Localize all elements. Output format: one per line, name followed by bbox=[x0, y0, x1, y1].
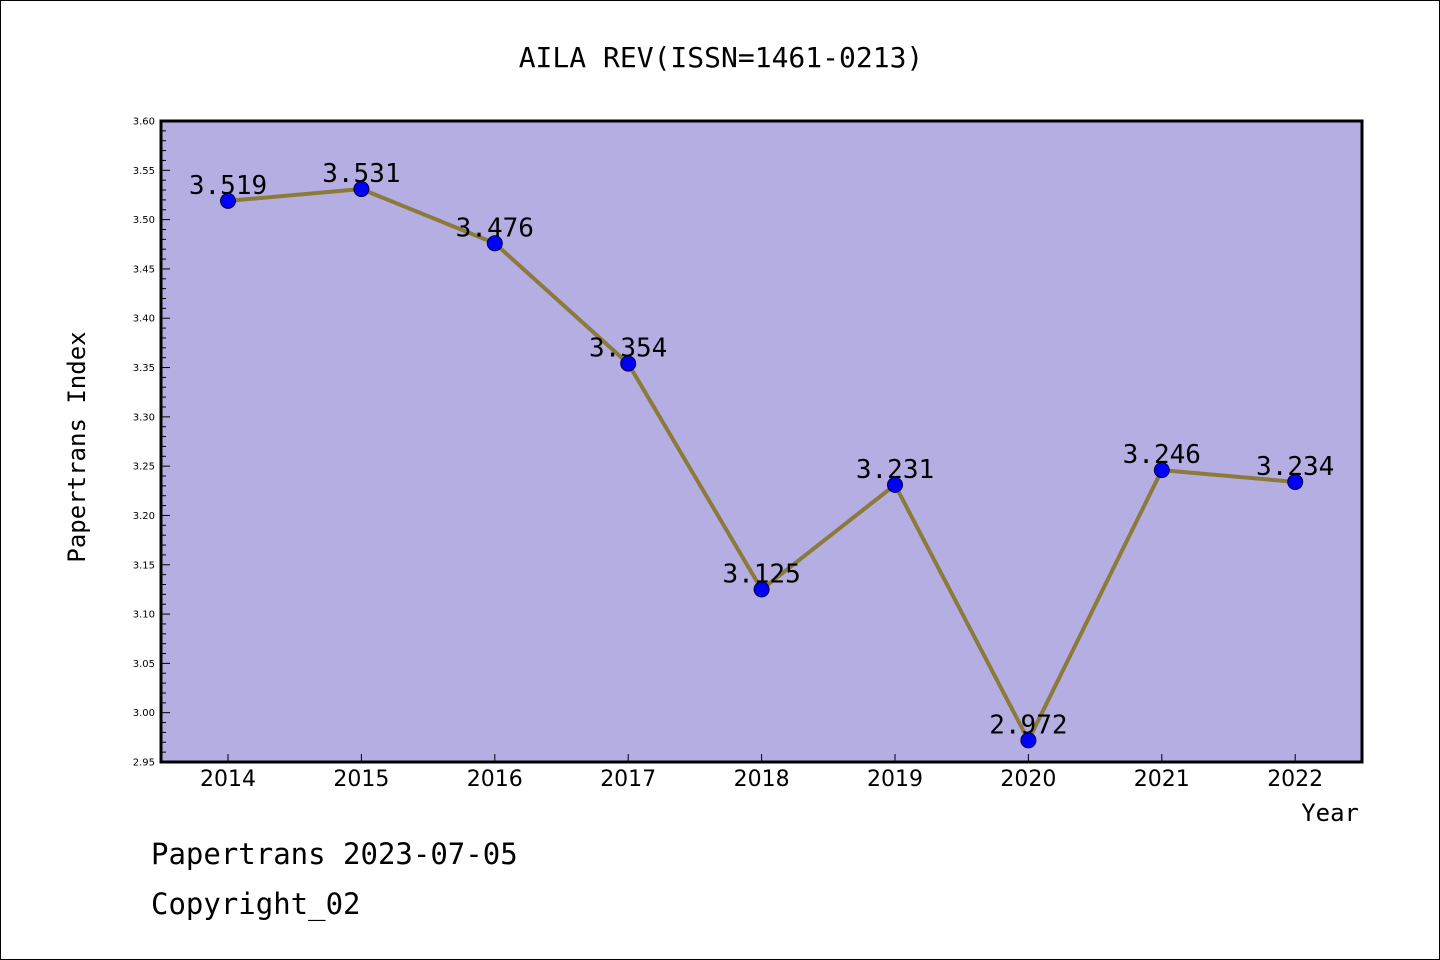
y-tick-label: 3.45 bbox=[133, 264, 155, 275]
data-point bbox=[353, 181, 370, 198]
data-label: 3.531 bbox=[322, 159, 400, 189]
data-point bbox=[1287, 473, 1304, 490]
x-tick-label: 2021 bbox=[1134, 767, 1190, 792]
x-tick-label: 2017 bbox=[600, 767, 656, 792]
footer-copyright-text: Copyright_02 bbox=[151, 887, 361, 921]
x-tick-label: 2022 bbox=[1267, 767, 1323, 792]
y-tick-label: 3.00 bbox=[133, 708, 155, 719]
plot-area bbox=[159, 119, 1364, 764]
data-label: 3.476 bbox=[456, 213, 534, 243]
y-tick-label: 3.60 bbox=[133, 117, 155, 128]
y-axis: 2.95 3.00 3.05 3.10 3.15 3.20 3.25 3.30 3.35 3.40… bbox=[133, 117, 170, 769]
y-tick-label: 3.35 bbox=[133, 363, 155, 374]
data-label: 3.354 bbox=[589, 334, 667, 364]
y-tick-label: 3.05 bbox=[133, 659, 155, 670]
data-point bbox=[753, 581, 770, 598]
y-tick-label: 3.20 bbox=[133, 511, 155, 522]
x-tick-label: 2016 bbox=[467, 767, 523, 792]
x-tick-label: 2015 bbox=[333, 767, 389, 792]
data-label: 3.125 bbox=[722, 559, 800, 589]
y-axis-title: Papertrans Index bbox=[63, 331, 91, 562]
y-tick-label: 3.40 bbox=[133, 314, 155, 325]
x-axis-title: Year bbox=[1301, 799, 1359, 827]
x-tick-label: 2018 bbox=[734, 767, 790, 792]
y-tick-label: 3.55 bbox=[133, 166, 155, 177]
data-label: 3.519 bbox=[189, 171, 267, 201]
y-tick-label: 2.95 bbox=[133, 758, 155, 769]
y-tick-label: 3.15 bbox=[133, 560, 155, 571]
data-point bbox=[620, 355, 637, 372]
data-point bbox=[887, 476, 903, 493]
data-label: 3.231 bbox=[856, 455, 934, 485]
y-tick-label: 3.10 bbox=[133, 610, 155, 621]
data-point bbox=[486, 235, 503, 252]
chart-title: AILA REV(ISSN=1461-0213) bbox=[519, 41, 924, 74]
x-tick-label: 2020 bbox=[1000, 767, 1056, 792]
data-point bbox=[220, 192, 236, 209]
y-tick-label: 3.50 bbox=[133, 215, 155, 226]
y-tick-label: 3.30 bbox=[133, 412, 155, 423]
x-tick-label: 2014 bbox=[200, 767, 256, 792]
footer-date-text: Papertrans 2023-07-05 bbox=[151, 837, 518, 871]
data-point bbox=[1020, 732, 1037, 749]
x-axis: 2014 2015 2016 2017 2018 2019 2020 2021 2022 bbox=[200, 754, 1323, 792]
data-label: 3.234 bbox=[1256, 452, 1334, 482]
y-tick-label: 3.25 bbox=[133, 462, 155, 473]
data-label: 3.246 bbox=[1123, 440, 1201, 470]
data-point bbox=[1153, 462, 1170, 479]
data-labels: 3.519 3.531 3.476 3.354 3.125 3.231 2.972 3.246… bbox=[189, 159, 1334, 740]
x-tick-label: 2019 bbox=[867, 767, 923, 792]
data-label: 2.972 bbox=[989, 710, 1067, 740]
data-series bbox=[220, 181, 1304, 749]
